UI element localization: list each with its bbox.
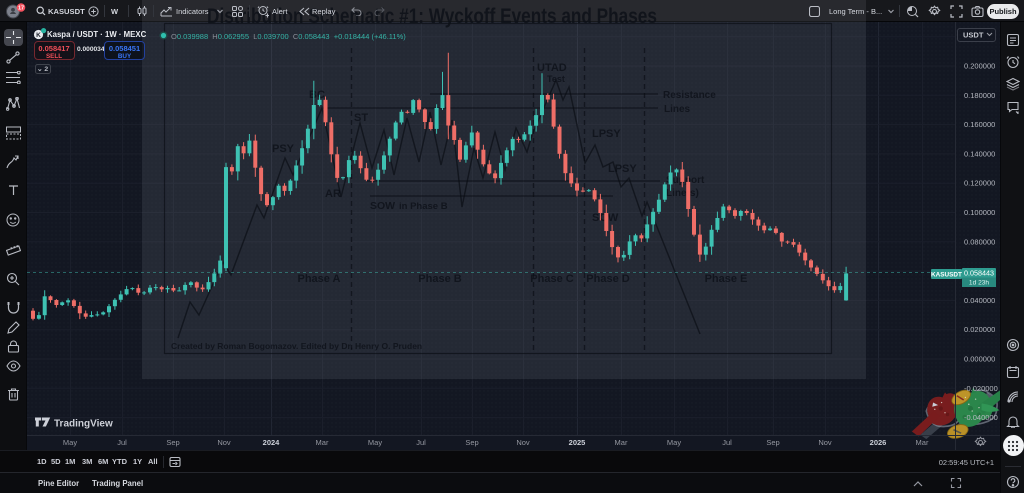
- svg-text:-0.020000: -0.020000: [964, 384, 998, 393]
- svg-text:ST: ST: [354, 112, 368, 124]
- svg-text:Phase D: Phase D: [586, 273, 629, 285]
- svg-text:May: May: [368, 438, 382, 447]
- svg-text:-0.040000: -0.040000: [964, 413, 998, 422]
- svg-text:May: May: [667, 438, 681, 447]
- svg-text:Test: Test: [547, 74, 565, 84]
- svg-text:Phase E: Phase E: [705, 273, 748, 285]
- svg-text:0.020000: 0.020000: [964, 325, 995, 334]
- svg-text:Jul: Jul: [117, 438, 127, 447]
- svg-text:Support: Support: [666, 175, 705, 186]
- svg-text:BC: BC: [309, 89, 325, 101]
- svg-text:0.180000: 0.180000: [964, 91, 995, 100]
- svg-text:KASUSDT: KASUSDT: [931, 271, 962, 278]
- svg-text:0.040000: 0.040000: [964, 296, 995, 305]
- svg-text:SOW: SOW: [370, 200, 395, 212]
- svg-text:Nov: Nov: [818, 438, 832, 447]
- svg-text:2024: 2024: [263, 438, 281, 447]
- svg-text:0.080000: 0.080000: [964, 237, 995, 246]
- svg-text:0.000000: 0.000000: [964, 355, 995, 364]
- svg-text:PSY: PSY: [272, 143, 295, 155]
- svg-text:Sep: Sep: [465, 438, 478, 447]
- svg-text:Phase C: Phase C: [530, 273, 573, 285]
- svg-text:Resistance: Resistance: [663, 90, 716, 101]
- svg-text:K: K: [36, 32, 41, 39]
- svg-text:Jul: Jul: [722, 438, 732, 447]
- svg-text:May: May: [63, 438, 77, 447]
- svg-text:2025: 2025: [569, 438, 586, 447]
- svg-text:Jul: Jul: [416, 438, 426, 447]
- svg-text:Mar: Mar: [615, 438, 628, 447]
- svg-text:Created by Roman Bogomazov. Ed: Created by Roman Bogomazov. Edited by Dr…: [171, 341, 422, 351]
- svg-text:Sep: Sep: [166, 438, 179, 447]
- svg-text:0.200000: 0.200000: [964, 62, 995, 71]
- svg-text:17: 17: [18, 6, 24, 12]
- svg-text:Mar: Mar: [316, 438, 329, 447]
- svg-text:0.120000: 0.120000: [964, 179, 995, 188]
- svg-text:Phase A: Phase A: [297, 273, 340, 285]
- svg-text:0.100000: 0.100000: [964, 208, 995, 217]
- svg-text:TradingView: TradingView: [54, 419, 113, 430]
- svg-text:LPSY: LPSY: [592, 128, 621, 140]
- svg-text:LPSY: LPSY: [608, 163, 637, 175]
- svg-text:UTAD: UTAD: [537, 62, 567, 74]
- svg-text:Sep: Sep: [766, 438, 779, 447]
- svg-text:Nov: Nov: [516, 438, 530, 447]
- svg-text:0.160000: 0.160000: [964, 120, 995, 129]
- svg-text:Mar: Mar: [916, 438, 929, 447]
- svg-text:Phase B: Phase B: [418, 273, 461, 285]
- svg-text:0.058443: 0.058443: [964, 269, 994, 278]
- svg-text:AR: AR: [325, 188, 341, 200]
- svg-text:Line(s): Line(s): [666, 188, 699, 199]
- svg-text:in Phase B: in Phase B: [399, 201, 448, 212]
- svg-text:0.140000: 0.140000: [964, 149, 995, 158]
- svg-text:2026: 2026: [870, 438, 887, 447]
- svg-text:USDT: USDT: [963, 31, 984, 40]
- svg-text:Lines: Lines: [664, 104, 691, 115]
- svg-text:Nov: Nov: [217, 438, 231, 447]
- svg-text:1d 23h: 1d 23h: [969, 280, 990, 287]
